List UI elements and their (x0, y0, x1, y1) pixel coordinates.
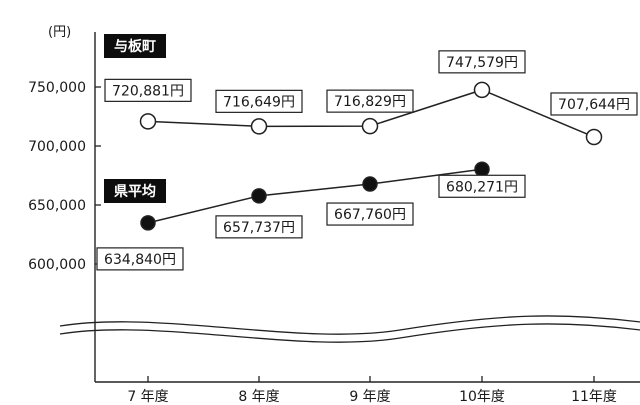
y-tick-label: 600,000 (28, 257, 86, 273)
x-tick-label: 7 年度 (127, 389, 168, 405)
axis-break-upper (59, 315, 640, 335)
data-point (362, 176, 378, 192)
legend-tag-bg (104, 179, 166, 203)
data-point (250, 118, 268, 135)
y-tick-label: 750,000 (28, 80, 86, 96)
data-label-box (326, 89, 414, 113)
data-label-box (550, 92, 638, 116)
data-label: 720,881円 (112, 83, 184, 99)
legend-tag: 与板町 (114, 38, 156, 55)
series-line-2 (147, 168, 483, 224)
data-point (585, 128, 603, 146)
data-label: 667,760円 (334, 207, 406, 223)
data-label: 657,737円 (223, 220, 295, 236)
data-point (139, 113, 157, 130)
data-label-box (438, 174, 526, 198)
data-label-box (96, 247, 184, 271)
data-label: 747,579円 (446, 55, 518, 71)
legend-tag-bg (104, 34, 166, 58)
data-label-box (438, 50, 526, 74)
y-tick-label: 700,000 (28, 139, 86, 155)
data-label: 680,271円 (446, 179, 518, 195)
data-label: 716,829円 (334, 94, 406, 110)
data-label-box (326, 202, 414, 226)
axis-break-lower (59, 323, 640, 343)
data-label-box (215, 89, 303, 113)
y-axis-unit: (円) (48, 25, 71, 40)
data-label: 716,649円 (223, 94, 295, 110)
data-point (251, 188, 267, 204)
x-tick-label: 10年度 (459, 389, 505, 405)
data-point (140, 215, 156, 231)
data-label: 707,644円 (558, 97, 630, 113)
data-point (361, 117, 379, 135)
data-point (474, 161, 490, 178)
y-tick-label: 650,000 (28, 198, 86, 214)
x-tick-label: 9 年度 (349, 389, 390, 405)
x-tick-label: 8 年度 (238, 389, 279, 405)
data-label-box (104, 78, 192, 102)
legend-tag: 県平均 (114, 183, 156, 200)
data-label-box (215, 215, 303, 239)
x-tick-label: 11年度 (571, 389, 617, 405)
data-label: 634,840円 (104, 252, 176, 268)
data-point (473, 81, 491, 99)
